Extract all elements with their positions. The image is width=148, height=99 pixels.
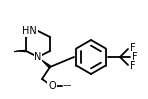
Text: O: O bbox=[48, 81, 56, 91]
Text: —: — bbox=[63, 81, 71, 90]
Text: F: F bbox=[130, 61, 136, 71]
Text: HN: HN bbox=[22, 26, 37, 36]
Text: N: N bbox=[34, 52, 42, 62]
Text: F: F bbox=[130, 43, 136, 53]
Text: F: F bbox=[132, 52, 138, 62]
Polygon shape bbox=[38, 57, 51, 68]
